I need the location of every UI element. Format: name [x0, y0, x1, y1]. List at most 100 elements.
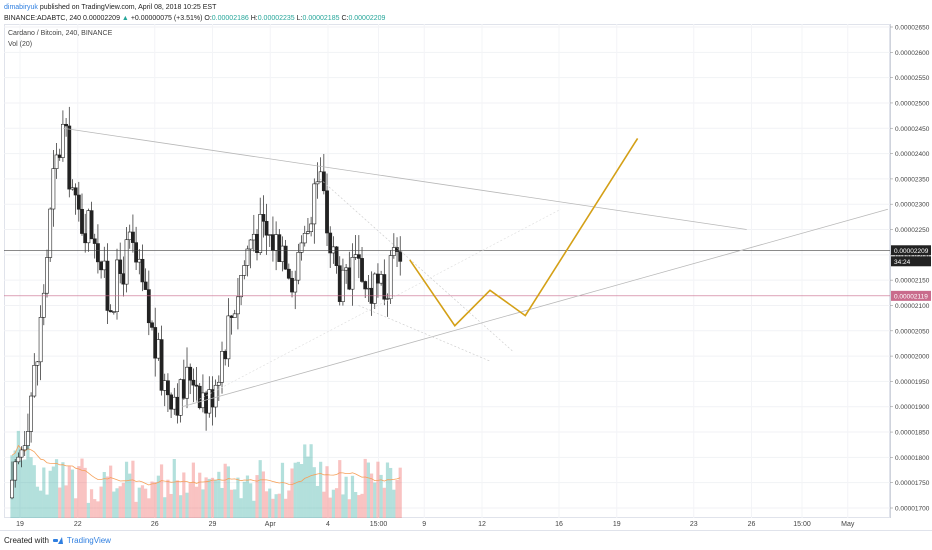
candle-body — [41, 292, 46, 318]
volume-bar — [137, 487, 141, 518]
volume-bar — [245, 475, 250, 518]
price-tick-label: 0.00002450 — [895, 126, 930, 133]
volume-bar — [54, 459, 59, 518]
volume-bar — [236, 477, 240, 518]
candle-body — [341, 269, 345, 302]
close-label: C: — [341, 15, 349, 22]
volume-bar — [210, 477, 215, 518]
drawings — [4, 127, 890, 408]
candle-body — [10, 479, 14, 499]
candle-body — [299, 242, 304, 253]
time-tick-label: 19 — [613, 521, 621, 528]
ohlc-header: BINANCE:ADABTC, 240 0.00002209 ▲ +0.0000… — [4, 15, 385, 22]
volume-bar — [214, 479, 218, 518]
candle-body — [331, 246, 336, 254]
price-axis-labels: 0.00002650 0.00002600 0.00002550 0.00002500… — [890, 25, 930, 513]
volume-bar — [303, 444, 307, 518]
volume-bar — [392, 489, 396, 518]
candle-body — [38, 317, 43, 363]
volume-bar — [382, 487, 386, 518]
candle-body — [277, 234, 282, 262]
low-value: 0.00002185 — [302, 15, 340, 22]
volume-bar — [124, 461, 129, 518]
volume-bar — [19, 460, 24, 518]
volume-bar — [252, 500, 256, 518]
chart-panel[interactable] — [4, 24, 890, 518]
candle-body — [19, 449, 24, 458]
candle-body — [280, 245, 285, 262]
volume-bar — [369, 473, 374, 518]
author-link[interactable]: dimabiryuk — [4, 4, 38, 11]
candle-body — [115, 259, 119, 312]
candle-body — [261, 214, 266, 222]
open-value: 0.00002186 — [211, 15, 249, 22]
volume-bar — [312, 467, 316, 518]
volume-bar — [80, 458, 84, 518]
volume-bar — [118, 486, 122, 518]
candle-body — [143, 281, 148, 290]
candle-body — [251, 233, 256, 241]
time-tick-label: 16 — [555, 521, 563, 528]
candle-body — [379, 274, 384, 284]
candle-body — [162, 380, 167, 391]
volume-bar — [23, 459, 27, 518]
candle-body — [337, 265, 342, 302]
volume-bar — [315, 485, 320, 518]
volume-bar — [16, 430, 20, 518]
time-tick-label: Apr — [265, 521, 277, 528]
candle-body — [76, 194, 81, 210]
volume-bar — [144, 488, 148, 518]
price-axis[interactable] — [890, 24, 932, 518]
candle-body — [350, 257, 355, 290]
volume-bar — [379, 474, 383, 518]
candle-body — [51, 168, 56, 210]
volume-bar — [109, 465, 113, 518]
volume-bar — [239, 498, 243, 518]
candle-body — [207, 389, 212, 414]
price-tick-label: 0.00002500 — [895, 100, 930, 107]
candle-body — [376, 273, 380, 284]
volume-bar — [287, 490, 291, 518]
candle-body — [360, 258, 364, 282]
candle-body — [395, 247, 399, 252]
candle-body — [96, 243, 100, 263]
volume-bar — [194, 486, 199, 518]
countdown-label-bg — [891, 256, 931, 267]
candle-body — [172, 396, 177, 410]
volume-bar — [128, 473, 132, 518]
volume-bar — [169, 493, 173, 518]
volume-bar — [147, 498, 151, 518]
price-tick-label: 0.00002350 — [895, 176, 930, 183]
candle-body — [146, 289, 151, 324]
volume-bar — [172, 459, 176, 518]
volume-bar — [331, 489, 335, 518]
candle-body — [134, 242, 138, 263]
publish-header: dimabiryuk published on TradingView.com,… — [4, 4, 216, 11]
candle-body — [274, 234, 279, 251]
volume-bar — [357, 495, 361, 518]
price-tick-label: 0.00002100 — [895, 303, 930, 310]
candle-body — [131, 231, 135, 243]
volume-bar — [373, 482, 377, 518]
volume-bar — [121, 482, 125, 518]
volume-bar — [175, 480, 180, 518]
candle-body — [318, 171, 323, 183]
tradingview-link[interactable]: TradingView — [66, 536, 111, 545]
candle-body — [347, 267, 352, 290]
candle-body — [121, 273, 126, 285]
volume-bar — [61, 462, 65, 518]
volume-bar — [328, 497, 332, 518]
volume-bar — [220, 487, 224, 518]
volume-bar — [344, 476, 348, 518]
time-tick-label: 12 — [478, 521, 486, 528]
candle-body — [226, 315, 231, 360]
candle-body — [356, 254, 361, 259]
candle-body — [178, 379, 183, 416]
volume-bar — [264, 491, 269, 518]
volume-bars — [10, 430, 402, 518]
candle-body — [137, 258, 142, 263]
created-with-text: Created with — [4, 536, 49, 545]
volume-bar — [322, 491, 326, 518]
candle-body — [366, 287, 371, 290]
